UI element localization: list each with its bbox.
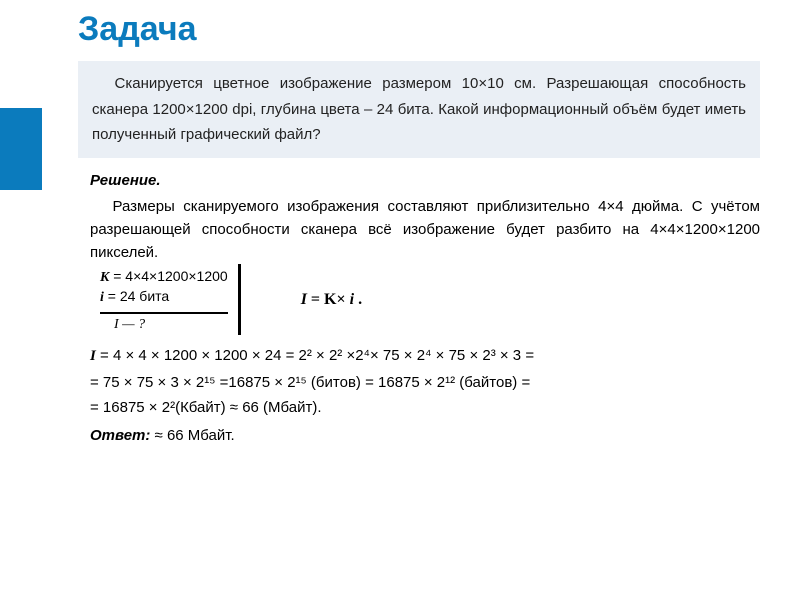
answer-value: ≈ 66 Мбайт. xyxy=(150,427,234,444)
i-value: = 24 бита xyxy=(104,288,169,304)
formula: I = K× i . xyxy=(301,291,362,309)
given-K: K = 4×4×1200×1200 xyxy=(100,268,228,286)
K-label: K xyxy=(100,270,109,285)
answer: Ответ: ≈ 66 Мбайт. xyxy=(90,427,760,444)
formula-tail: . xyxy=(354,291,362,308)
given-unknown: I — ? xyxy=(100,317,228,333)
formula-eq: = K× xyxy=(307,291,350,308)
calc-line-3: = 16875 × 2²(Кбайт) ≈ 66 (Мбайт). xyxy=(90,395,760,421)
given-and-formula: K = 4×4×1200×1200 i = 24 бита I — ? I = … xyxy=(90,264,760,335)
calculation: I = 4 × 4 × 1200 × 1200 × 24 = 2² × 2² ×… xyxy=(90,343,760,421)
calc-line-1: I = 4 × 4 × 1200 × 1200 × 24 = 2² × 2² ×… xyxy=(90,343,760,370)
K-value: = 4×4×1200×1200 xyxy=(109,268,227,284)
calc-l1-text: = 4 × 4 × 1200 × 1200 × 24 = 2² × 2² ×2⁴… xyxy=(96,347,534,364)
given-divider xyxy=(100,312,228,314)
given-i: i = 24 бита xyxy=(100,288,228,306)
given-block: K = 4×4×1200×1200 i = 24 бита I — ? xyxy=(90,264,241,335)
accent-bar xyxy=(0,108,42,190)
calc-line-2: = 75 × 75 × 3 × 2¹⁵ =16875 × 2¹⁵ (битов)… xyxy=(90,370,760,396)
answer-label: Ответ: xyxy=(90,427,150,444)
solution-heading: Решение. xyxy=(90,172,760,189)
solution-text: Размеры сканируемого изображения составл… xyxy=(90,195,760,265)
slide-content: Задача Сканируется цветное изображение р… xyxy=(78,10,760,444)
unknown-suffix: — ? xyxy=(119,317,145,332)
problem-statement: Сканируется цветное изображение размером… xyxy=(78,61,760,158)
title: Задача xyxy=(78,10,760,49)
